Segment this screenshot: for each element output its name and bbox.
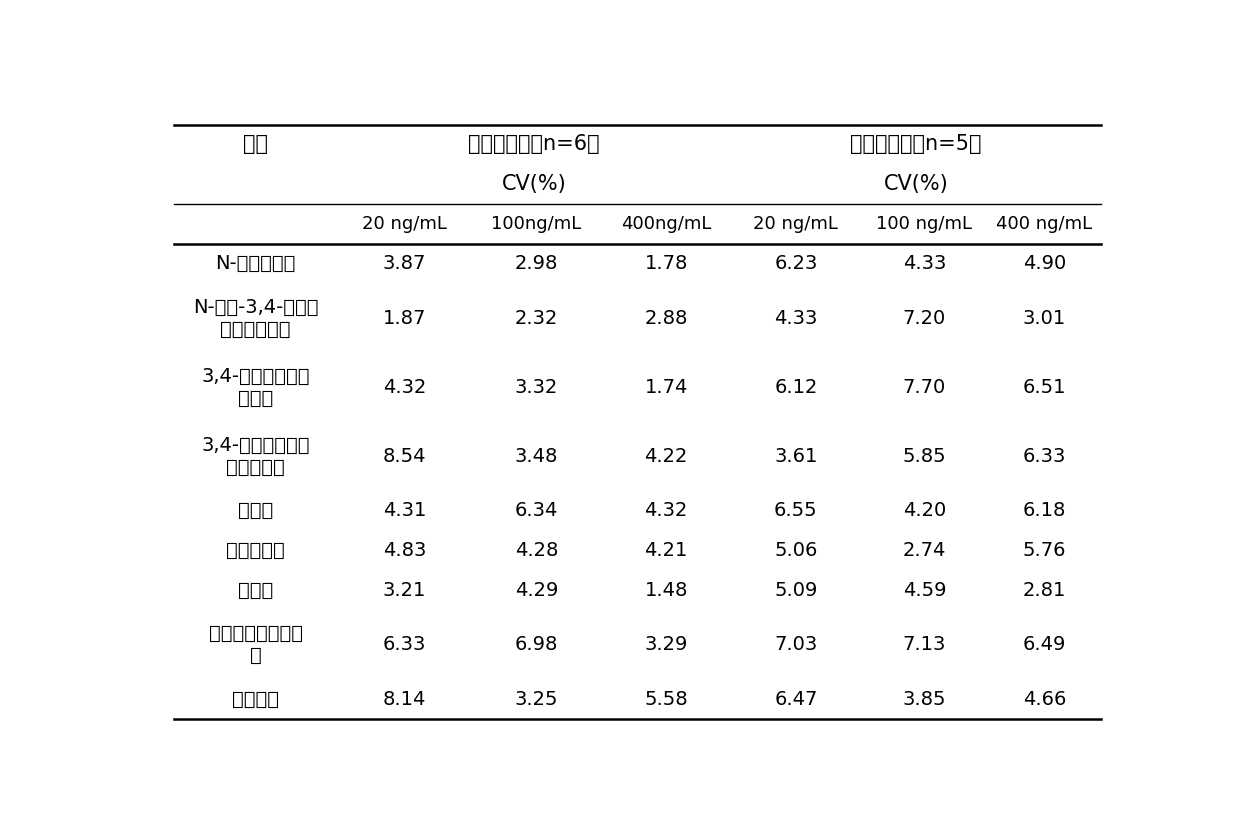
Text: 7.70: 7.70: [903, 377, 947, 396]
Text: 1.48: 1.48: [644, 581, 688, 600]
Text: 2.98: 2.98: [515, 254, 559, 273]
Text: 4.66: 4.66: [1023, 690, 1067, 709]
Text: 3.48: 3.48: [515, 447, 559, 466]
Text: 5.58: 5.58: [644, 690, 688, 709]
Text: 6.55: 6.55: [774, 501, 818, 520]
Text: 4.32: 4.32: [644, 501, 688, 520]
Text: 6.33: 6.33: [383, 635, 426, 654]
Text: 400 ng/mL: 400 ng/mL: [996, 215, 1093, 233]
Text: 100ng/mL: 100ng/mL: [492, 215, 581, 233]
Text: 8.14: 8.14: [383, 690, 426, 709]
Text: 6.33: 6.33: [1023, 447, 1067, 466]
Text: 20 ng/mL: 20 ng/mL: [362, 215, 447, 233]
Text: 项目: 项目: [243, 135, 268, 154]
Text: 400ng/mL: 400ng/mL: [621, 215, 711, 233]
Text: 1.87: 1.87: [383, 309, 426, 328]
Text: 5.76: 5.76: [1022, 541, 1067, 560]
Text: 3.85: 3.85: [903, 690, 947, 709]
Text: 3.87: 3.87: [383, 254, 426, 273]
Text: 3,4-亚甲基二氧基
甲基苯丙胺: 3,4-亚甲基二氧基 甲基苯丙胺: [202, 436, 310, 477]
Text: 6.98: 6.98: [515, 635, 559, 654]
Text: 苯丙胺: 苯丙胺: [238, 501, 274, 520]
Text: 4.31: 4.31: [383, 501, 426, 520]
Text: 6.18: 6.18: [1023, 501, 1067, 520]
Text: 8.54: 8.54: [383, 447, 426, 466]
Text: 3,4-亚甲基二氧基
苯丙胺: 3,4-亚甲基二氧基 苯丙胺: [202, 367, 310, 408]
Text: 3.01: 3.01: [1023, 309, 1066, 328]
Text: 4.29: 4.29: [515, 581, 559, 600]
Text: 对甲氧基甲基苯丙
胺: 对甲氧基甲基苯丙 胺: [208, 624, 302, 666]
Text: 日间精密度（n=5）: 日间精密度（n=5）: [850, 135, 981, 154]
Text: 2.74: 2.74: [903, 541, 947, 560]
Text: 3.21: 3.21: [383, 581, 426, 600]
Text: 5.06: 5.06: [774, 541, 818, 560]
Text: N-异丙基苄胺: N-异丙基苄胺: [216, 254, 296, 273]
Text: 2.32: 2.32: [515, 309, 559, 328]
Text: 6.47: 6.47: [774, 690, 818, 709]
Text: 4.22: 4.22: [644, 447, 688, 466]
Text: 1.78: 1.78: [644, 254, 688, 273]
Text: 甲基苯丙胺: 甲基苯丙胺: [227, 541, 285, 560]
Text: 3.29: 3.29: [644, 635, 688, 654]
Text: 4.33: 4.33: [774, 309, 818, 328]
Text: 7.20: 7.20: [903, 309, 947, 328]
Text: 司来吉兰: 司来吉兰: [232, 690, 279, 709]
Text: 4.33: 4.33: [903, 254, 947, 273]
Text: 2.81: 2.81: [1023, 581, 1067, 600]
Text: 20 ng/mL: 20 ng/mL: [753, 215, 839, 233]
Text: 100 ng/mL: 100 ng/mL: [876, 215, 973, 233]
Text: 4.21: 4.21: [644, 541, 688, 560]
Text: 4.28: 4.28: [515, 541, 559, 560]
Text: 3.61: 3.61: [774, 447, 818, 466]
Text: 4.20: 4.20: [903, 501, 947, 520]
Text: 6.51: 6.51: [1022, 377, 1067, 396]
Text: 5.09: 5.09: [774, 581, 818, 600]
Text: 4.90: 4.90: [1023, 254, 1066, 273]
Text: CV(%): CV(%): [883, 174, 948, 194]
Text: 7.03: 7.03: [774, 635, 818, 654]
Text: 6.23: 6.23: [774, 254, 818, 273]
Text: 4.59: 4.59: [903, 581, 947, 600]
Text: 3.25: 3.25: [515, 690, 559, 709]
Text: CV(%): CV(%): [502, 174, 566, 194]
Text: 6.12: 6.12: [774, 377, 818, 396]
Text: N-乙基-3,4-亚甲基
二氧基苯丙胺: N-乙基-3,4-亚甲基 二氧基苯丙胺: [193, 298, 318, 339]
Text: 6.34: 6.34: [515, 501, 559, 520]
Text: 4.32: 4.32: [383, 377, 426, 396]
Text: 3.32: 3.32: [515, 377, 559, 396]
Text: 6.49: 6.49: [1023, 635, 1067, 654]
Text: 日内精密度（n=6）: 日内精密度（n=6）: [468, 135, 600, 154]
Text: 7.13: 7.13: [903, 635, 947, 654]
Text: 1.74: 1.74: [644, 377, 688, 396]
Text: 5.85: 5.85: [903, 447, 947, 466]
Text: 麻黄碱: 麻黄碱: [238, 581, 274, 600]
Text: 4.83: 4.83: [383, 541, 426, 560]
Text: 2.88: 2.88: [644, 309, 688, 328]
